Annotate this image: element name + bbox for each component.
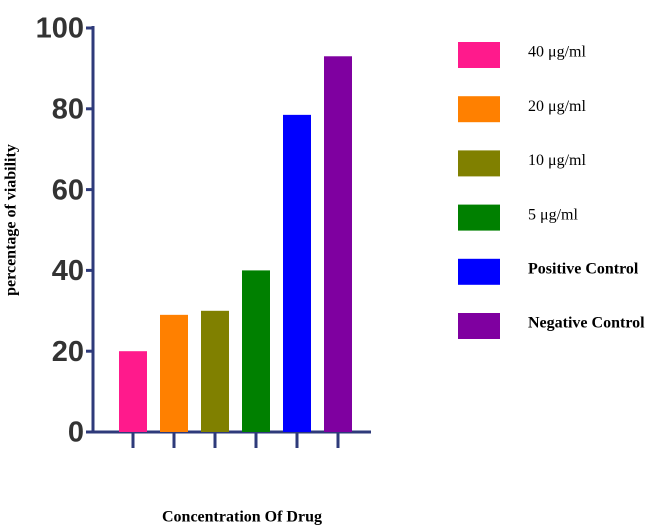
legend-swatch <box>458 258 500 285</box>
bar <box>324 56 352 432</box>
y-tick-label: 0 <box>68 417 84 449</box>
legend-label: 40 μg/ml <box>528 44 586 61</box>
bar <box>119 351 147 432</box>
y-tick-label: 40 <box>52 255 84 287</box>
legend-label: Positive Control <box>528 260 639 277</box>
bar <box>283 114 311 433</box>
legend-swatch <box>458 313 500 339</box>
x-axis-label: Concentration Of Drug <box>162 509 322 526</box>
legend-swatch <box>458 204 500 231</box>
y-tick-label: 100 <box>36 13 84 45</box>
y-axis-label: percentage of viability <box>3 144 20 296</box>
bar <box>201 310 229 432</box>
y-tick-label: 60 <box>52 174 84 206</box>
bar <box>160 314 188 432</box>
legend-label: Negative Control <box>528 315 645 332</box>
legend-label: 5 μg/ml <box>528 206 578 223</box>
legend-swatch <box>458 150 500 177</box>
bar <box>242 270 270 432</box>
legend-label: 20 μg/ml <box>528 98 586 115</box>
legend-swatch <box>458 96 500 123</box>
y-tick-label: 20 <box>52 336 84 368</box>
legend-swatch <box>458 42 500 68</box>
y-tick-label: 80 <box>52 93 84 125</box>
legend-label: 10 μg/ml <box>528 152 586 169</box>
